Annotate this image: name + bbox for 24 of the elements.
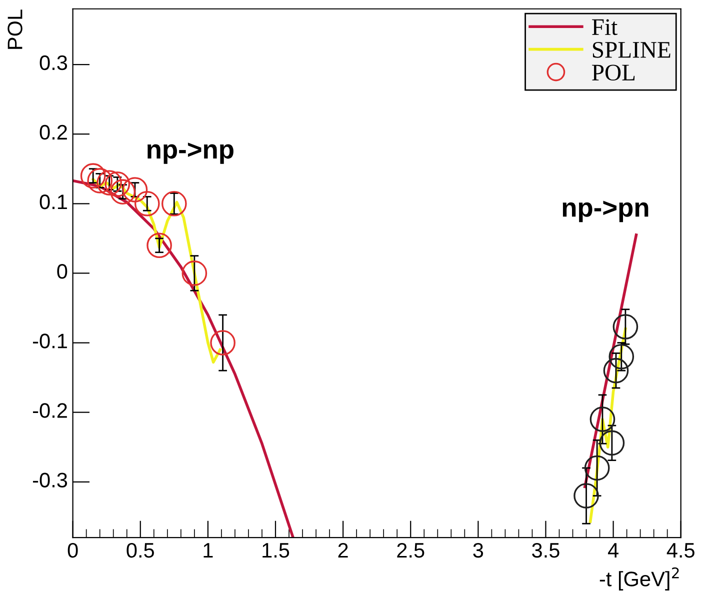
x-tick-label: 3.5 <box>532 542 560 558</box>
y-tick-label: 0.2 <box>40 124 67 140</box>
annotation: np->pn <box>562 200 648 222</box>
y-tick-label: 0.1 <box>40 194 67 210</box>
legend-label: Fit <box>592 19 618 36</box>
y-tick-label: -0.3 <box>32 472 68 488</box>
x-tick-label: 4.5 <box>666 543 694 558</box>
x-tick-label: 3 <box>473 542 484 558</box>
x-tick-label: 1.5 <box>262 543 290 558</box>
y-axis-title: POL <box>8 10 22 49</box>
x-tick-label: 0 <box>68 542 78 558</box>
x-tick-label: 2.5 <box>397 542 424 558</box>
legend-label: SPLINE <box>592 42 670 58</box>
y-tick-label: -0.2 <box>32 403 67 418</box>
x-tick-label: 2 <box>338 542 348 558</box>
x-axis-title: -t [GeV]$^{2}$ <box>600 567 679 590</box>
y-tick-label: 0.3 <box>40 55 68 70</box>
x-tick-label: 4 <box>608 543 618 558</box>
y-tick-label: 0 <box>57 264 68 279</box>
y-tick-label: -0.1 <box>32 334 67 348</box>
x-tick-label: 0.5 <box>126 542 154 558</box>
x-tick-label: 1 <box>204 543 213 558</box>
annotation: np->np <box>148 142 234 164</box>
legend-label: POL <box>592 64 635 81</box>
